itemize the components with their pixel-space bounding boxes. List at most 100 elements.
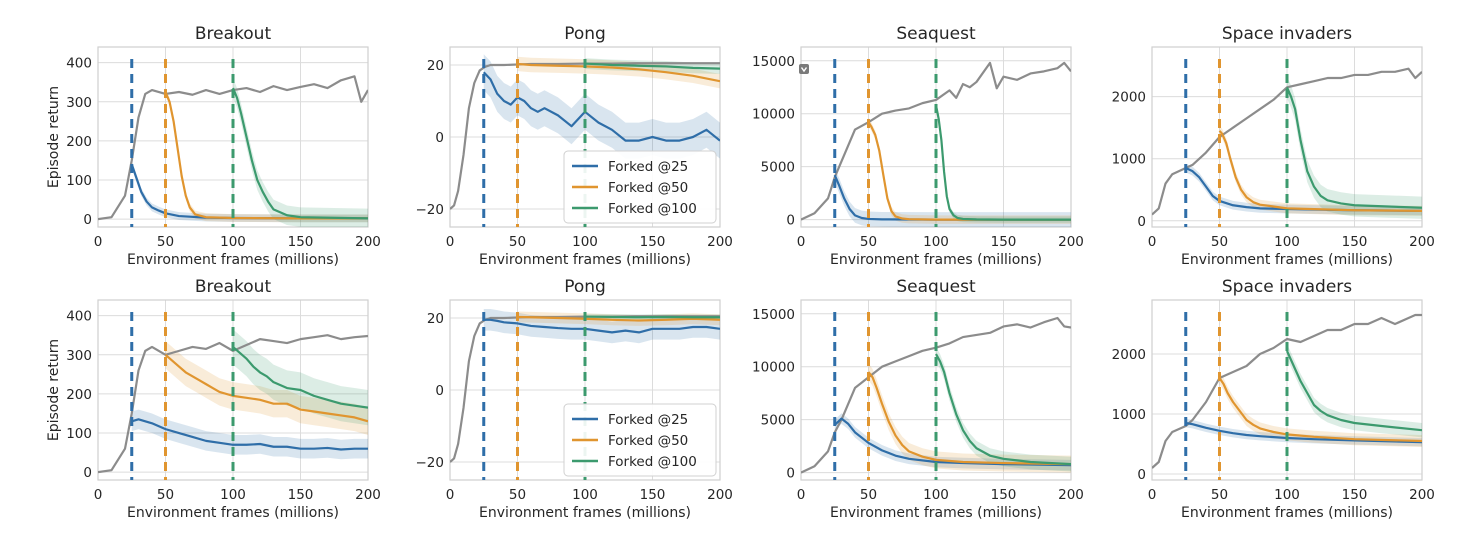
panel-title: Space invaders: [1222, 277, 1352, 297]
x-tick-label: 0: [797, 487, 806, 503]
x-tick-label: 100: [923, 234, 949, 250]
y-tick-label: 200: [66, 387, 92, 403]
y-tick-label: 20: [427, 58, 444, 74]
x-tick-label: 200: [1058, 487, 1084, 503]
x-tick-label: 50: [157, 487, 174, 503]
series-line-forked100: [1285, 350, 1422, 432]
x-tick-label: 0: [446, 234, 455, 250]
x-tick-label: 0: [1148, 234, 1157, 250]
series-line-baseline: [450, 62, 720, 210]
x-axis-label: Environment frames (millions): [1181, 505, 1393, 521]
panel-title: Breakout: [195, 24, 272, 44]
legend-label: Forked @50: [608, 433, 688, 449]
band-forked25: [834, 167, 1071, 227]
band-forked25: [131, 160, 368, 223]
x-axis-label: Environment frames (millions): [830, 505, 1042, 521]
y-tick-label: 100: [66, 173, 92, 189]
panel-title: Seaquest: [896, 24, 976, 44]
x-tick-label: 0: [94, 487, 103, 503]
x-tick-label: 100: [572, 487, 598, 503]
legend-box: [563, 403, 717, 477]
panel-title: Breakout: [195, 277, 272, 297]
series-line-forked100: [232, 346, 368, 409]
plot-area: [801, 316, 1071, 474]
y-tick-label: 0: [1137, 214, 1146, 230]
legend-label: Forked @25: [608, 412, 688, 428]
x-tick-label: 150: [288, 487, 314, 503]
plot-area: [98, 75, 368, 227]
y-axis-label: Episode return: [46, 339, 62, 441]
legend-label: Forked @100: [608, 454, 697, 470]
x-tick-label: 200: [707, 487, 733, 503]
x-tick-label: 200: [1409, 234, 1435, 250]
plot-area: [1152, 313, 1422, 469]
series-line-forked50: [867, 371, 1071, 466]
y-tick-label: 5000: [761, 160, 795, 176]
band-forked50: [868, 117, 1071, 224]
x-tick-label: 200: [355, 487, 381, 503]
series-line-forked50: [517, 315, 720, 322]
series-line-forked25: [482, 71, 720, 142]
x-tick-label: 50: [860, 234, 877, 250]
y-tick-label: 300: [66, 95, 92, 111]
x-tick-label: 200: [1058, 234, 1084, 250]
series-line-forked100: [231, 87, 368, 220]
x-tick-label: 200: [355, 234, 381, 250]
y-axis-label: Episode return: [46, 86, 62, 188]
band-forked100: [1287, 76, 1422, 219]
panel-title: Seaquest: [896, 277, 976, 297]
x-tick-label: 0: [446, 487, 455, 503]
series-line-baseline: [801, 316, 1071, 474]
series-line-forked50: [1218, 377, 1422, 443]
y-tick-label: 5000: [761, 413, 795, 429]
series-line-baseline: [801, 61, 1071, 221]
y-tick-label: 300: [66, 348, 92, 364]
panel-title: Pong: [564, 24, 606, 44]
y-tick-label: −20: [416, 455, 445, 471]
x-tick-label: 150: [640, 234, 666, 250]
x-tick-label: 150: [991, 234, 1017, 250]
y-tick-label: 0: [83, 465, 92, 481]
x-axis-label: Environment frames (millions): [127, 252, 339, 268]
x-tick-label: 200: [707, 234, 733, 250]
x-tick-label: 150: [1342, 487, 1368, 503]
x-tick-label: 50: [157, 234, 174, 250]
x-tick-label: 200: [1409, 487, 1435, 503]
band-forked100: [233, 78, 368, 227]
y-tick-label: 2000: [1112, 347, 1146, 363]
series-line-forked100: [584, 315, 720, 319]
x-axis-label: Environment frames (millions): [127, 505, 339, 521]
y-tick-label: 10000: [752, 107, 795, 123]
series-line-forked25: [1185, 421, 1422, 444]
y-tick-label: 0: [786, 466, 795, 482]
x-tick-label: 100: [572, 234, 598, 250]
x-tick-label: 50: [1211, 487, 1228, 503]
legend: Forked @25 Forked @50 Forked @100: [563, 403, 717, 477]
y-tick-label: −20: [416, 202, 445, 218]
y-tick-label: 0: [83, 212, 92, 228]
x-tick-label: 100: [1274, 234, 1300, 250]
chevron-down-icon: [800, 67, 808, 73]
x-tick-label: 50: [509, 487, 526, 503]
plot-area: [450, 309, 720, 463]
y-tick-label: 0: [1137, 467, 1146, 483]
x-tick-label: 50: [860, 487, 877, 503]
legend-label: Forked @50: [608, 180, 688, 196]
y-tick-label: 10000: [752, 360, 795, 376]
x-tick-label: 50: [509, 234, 526, 250]
x-tick-label: 100: [1274, 487, 1300, 503]
y-tick-label: 2000: [1112, 90, 1146, 106]
x-tick-label: 100: [923, 487, 949, 503]
y-tick-label: 20: [427, 311, 444, 327]
y-tick-label: 100: [66, 426, 92, 442]
series-line-baseline: [1152, 313, 1422, 469]
x-tick-label: 50: [1211, 234, 1228, 250]
series-line-forked50: [517, 62, 720, 83]
panel-7: 0 50 100 150 200 0 5000 10000 15000 Seaquest Envir…: [752, 277, 1084, 521]
y-tick-label: 200: [66, 134, 92, 150]
series-line-forked25: [131, 418, 368, 451]
x-tick-label: 150: [288, 234, 314, 250]
